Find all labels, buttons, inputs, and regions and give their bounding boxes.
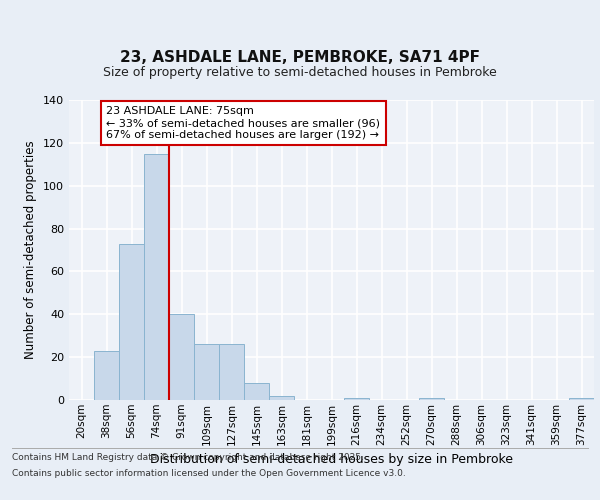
Text: 23 ASHDALE LANE: 75sqm
← 33% of semi-detached houses are smaller (96)
67% of sem: 23 ASHDALE LANE: 75sqm ← 33% of semi-det… xyxy=(107,106,380,140)
Text: Size of property relative to semi-detached houses in Pembroke: Size of property relative to semi-detach… xyxy=(103,66,497,79)
X-axis label: Distribution of semi-detached houses by size in Pembroke: Distribution of semi-detached houses by … xyxy=(150,453,513,466)
Text: 23, ASHDALE LANE, PEMBROKE, SA71 4PF: 23, ASHDALE LANE, PEMBROKE, SA71 4PF xyxy=(120,50,480,65)
Bar xyxy=(244,383,269,400)
Bar xyxy=(94,350,119,400)
Text: Contains HM Land Registry data © Crown copyright and database right 2025.: Contains HM Land Registry data © Crown c… xyxy=(12,454,364,462)
Bar xyxy=(144,154,169,400)
Bar xyxy=(569,398,594,400)
Bar xyxy=(419,398,444,400)
Text: Contains public sector information licensed under the Open Government Licence v3: Contains public sector information licen… xyxy=(12,468,406,477)
Y-axis label: Number of semi-detached properties: Number of semi-detached properties xyxy=(25,140,37,360)
Bar xyxy=(269,396,294,400)
Bar xyxy=(219,344,244,400)
Bar xyxy=(194,344,219,400)
Bar xyxy=(169,314,194,400)
Bar xyxy=(119,244,144,400)
Bar xyxy=(344,398,369,400)
